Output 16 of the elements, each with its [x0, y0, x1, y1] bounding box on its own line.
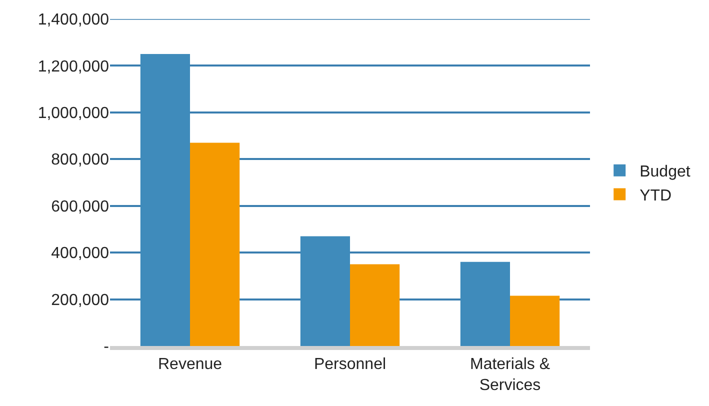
y-tick-label: 800,000: [51, 152, 110, 169]
bar: [350, 264, 400, 346]
legend-label: YTD: [640, 187, 672, 204]
y-tick-label: -: [104, 338, 109, 356]
y-tick-label: 1,000,000: [38, 105, 110, 122]
y-tick-label: 200,000: [51, 292, 110, 309]
y-tick-label: 400,000: [51, 245, 110, 262]
x-tick-label: Revenue: [158, 356, 222, 374]
bar: [510, 296, 560, 346]
x-tick-label: Personnel: [314, 356, 386, 374]
x-tick-label: Materials & Services: [470, 356, 550, 394]
y-tick-label: 1,400,000: [38, 12, 110, 29]
y-tick-label: 1,200,000: [38, 58, 110, 76]
y-tick-label: 600,000: [51, 198, 110, 216]
legend-label: Budget: [640, 164, 691, 181]
bar: [190, 142, 240, 346]
